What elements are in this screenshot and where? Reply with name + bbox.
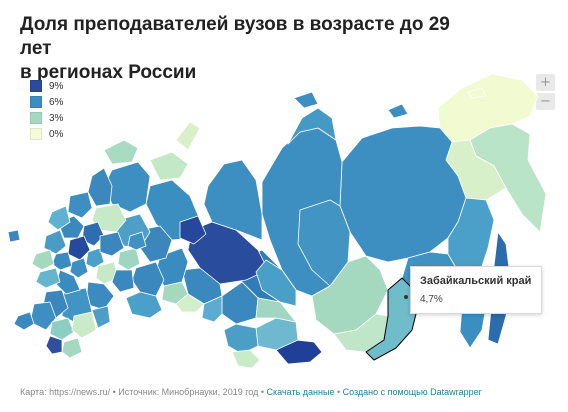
region-bryansk <box>31 249 55 271</box>
region-tatarstan <box>117 247 141 271</box>
region-taymyr <box>287 107 337 145</box>
title-line-1: Доля преподавателей вузов в возрасте до … <box>20 14 450 59</box>
region-evenkia <box>297 199 351 287</box>
region-belgorod <box>35 267 61 289</box>
region-kaluga <box>51 251 73 271</box>
region-kurgan <box>175 293 205 313</box>
region-astrakhan <box>91 305 111 329</box>
legend-item-9: 9% <box>30 78 63 94</box>
legend-swatch-9 <box>30 80 42 92</box>
legend-item-6: 6% <box>30 94 63 110</box>
tooltip-region-value: 4,7% <box>420 294 443 305</box>
datawrapper-link[interactable]: Создано с помощью Datawrapper <box>342 387 482 397</box>
region-new-siberian <box>387 103 409 119</box>
region-karelia <box>87 167 113 207</box>
region-tooltip: Забайкальский край 4,7% <box>410 266 542 314</box>
region-smolensk <box>43 229 67 255</box>
legend-label: 3% <box>49 112 64 124</box>
legend-item-0: 0% <box>30 126 63 142</box>
region-samara <box>111 269 135 293</box>
zoom-controls: + − <box>536 74 555 112</box>
region-moscow <box>67 235 91 261</box>
region-vologda <box>91 203 127 233</box>
tooltip-marker <box>404 295 408 299</box>
region-nenets <box>149 151 189 181</box>
region-kaliningrad <box>7 229 21 243</box>
region-omsk <box>201 295 223 323</box>
footer-separator: • <box>334 387 343 397</box>
legend-label: 0% <box>49 128 64 140</box>
region-leningrad <box>67 191 93 219</box>
region-pskov <box>47 205 71 231</box>
russia-regions-map[interactable] <box>0 60 568 380</box>
region-yamal <box>203 159 263 241</box>
region-north-caucasus <box>45 335 63 355</box>
legend-swatch-3 <box>30 112 42 124</box>
legend-swatch-6 <box>30 96 42 108</box>
region-arctic-islands <box>293 91 319 109</box>
region-crimea <box>13 311 35 331</box>
region-udmurtia <box>127 231 147 251</box>
region-novaya-zemlya <box>175 121 201 151</box>
region-murmansk <box>103 139 139 165</box>
region-ryazan <box>85 247 105 269</box>
zoom-in-button[interactable]: + <box>536 74 555 91</box>
region-altai <box>223 323 259 355</box>
legend-label: 6% <box>49 96 64 108</box>
legend-swatch-0 <box>30 128 42 140</box>
legend-label: 9% <box>49 80 64 92</box>
region-evenk-south <box>255 259 297 307</box>
tooltip-region-name: Забайкальский край <box>420 275 532 287</box>
region-orenburg <box>125 291 163 319</box>
region-tula <box>69 257 89 279</box>
region-penza <box>95 261 119 285</box>
region-altai-rep <box>231 349 261 369</box>
region-stavropol <box>49 317 75 341</box>
footer: Карта: https://news.ru/ • Источник: Мино… <box>20 387 482 397</box>
region-dark-west-1 <box>179 215 207 245</box>
region-yakutia <box>339 125 467 263</box>
region-dagestan <box>61 337 83 359</box>
region-wrangel <box>467 87 487 99</box>
zoom-out-button[interactable]: − <box>536 93 555 110</box>
title-line-2: в регионах России <box>20 62 197 83</box>
color-legend: 9% 6% 3% 0% <box>30 78 63 142</box>
region-nizhny <box>99 231 125 257</box>
region-kemerovo <box>255 297 297 323</box>
region-kalmykia <box>71 311 97 339</box>
map-title: Доля преподавателей вузов в возрасте до … <box>20 13 460 85</box>
footer-source: Карта: https://news.ru/ • Источник: Мино… <box>20 387 267 397</box>
legend-item-3: 3% <box>30 110 63 126</box>
download-data-link[interactable]: Скачать данные <box>266 387 335 397</box>
